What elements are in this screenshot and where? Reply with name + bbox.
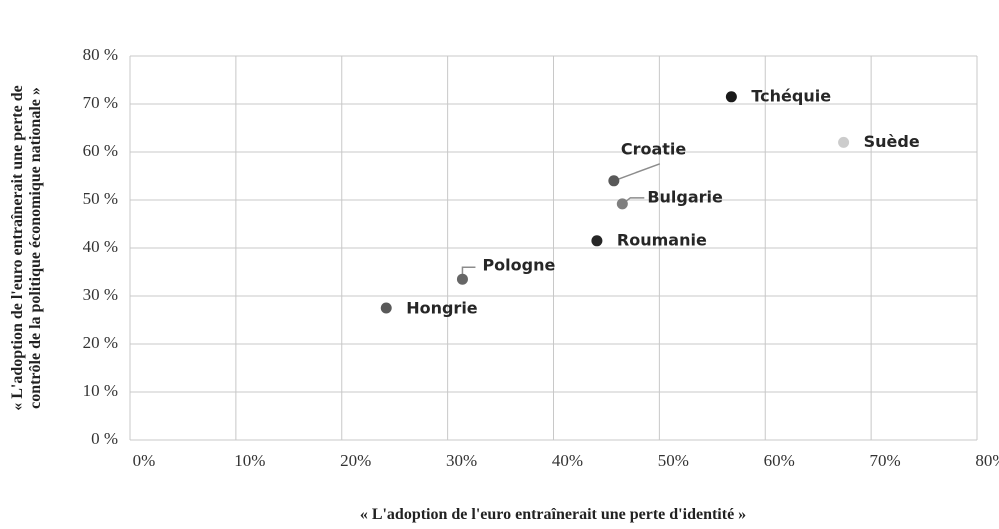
point: [838, 136, 850, 148]
point-label: Tchéquie: [751, 86, 831, 105]
x-tick-label: 0%: [133, 451, 156, 470]
y-tick-label: 30 %: [83, 285, 118, 304]
x-tick-label: 70%: [870, 451, 901, 470]
y-tick-label: 0 %: [91, 429, 118, 448]
y-axis-title-line: « L'adoption de l'euro entraînerait une …: [9, 85, 26, 410]
point: [608, 175, 620, 187]
leader-line: [624, 197, 645, 203]
point-label: Pologne: [482, 256, 555, 275]
point: [380, 302, 392, 314]
x-axis-title: « L'adoption de l'euro entraînerait une …: [360, 506, 746, 523]
point-label: Suède: [864, 132, 920, 151]
y-tick-label: 50 %: [83, 189, 118, 208]
y-tick-label: 70 %: [83, 93, 118, 112]
y-tick-label: 40 %: [83, 237, 118, 256]
x-tick-label: 60%: [764, 451, 795, 470]
leader-line: [461, 266, 476, 276]
y-tick-label: 60 %: [83, 141, 118, 160]
point-label: Hongrie: [406, 299, 478, 318]
point-label: Roumanie: [617, 230, 707, 249]
point: [456, 273, 468, 285]
point-label: Croatie: [621, 139, 687, 158]
x-tick-label: 10%: [234, 451, 265, 470]
y-tick-label: 10 %: [83, 381, 118, 400]
y-tick-label: 20 %: [83, 333, 118, 352]
point: [591, 235, 603, 247]
point: [616, 198, 628, 210]
x-tick-label: 20%: [340, 451, 371, 470]
y-tick-label: 80 %: [83, 45, 118, 64]
x-tick-label: 50%: [658, 451, 689, 470]
leader-line: [613, 163, 661, 182]
x-tick-label: 80%: [975, 451, 999, 470]
y-axis-title-line: contrôle de la politique économique nati…: [27, 87, 44, 409]
x-tick-label: 30%: [446, 451, 477, 470]
point: [725, 91, 737, 103]
point-label: Bulgarie: [647, 187, 723, 206]
y-axis-title: « L'adoption de l'euro entraînerait une …: [9, 85, 44, 410]
x-tick-label: 40%: [552, 451, 583, 470]
